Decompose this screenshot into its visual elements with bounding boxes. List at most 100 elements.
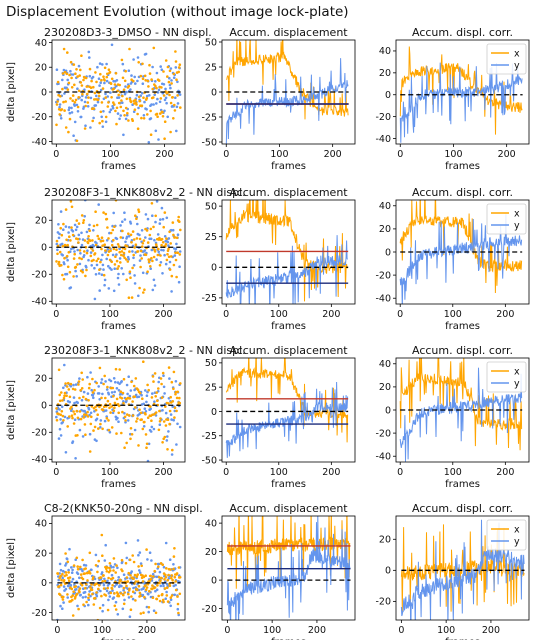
scatter-point-y [101,63,104,66]
scatter-point-y [123,218,127,221]
scatter-point-x [82,219,86,222]
scatter-point-x [118,83,121,87]
scatter-point-x [155,112,159,116]
scatter-point-y [128,394,132,398]
scatter-point-x [146,416,150,420]
axes-frame [51,199,186,305]
scatter-point-y [168,260,172,264]
scatter-point-y [74,457,77,460]
scatter-point-y [63,363,66,367]
scatter-point-x [116,267,119,270]
scatter-point-x [152,46,156,50]
scatter-point-x [84,104,87,108]
scatter-point-y [105,62,108,66]
scatter-point-y [174,96,177,99]
scatter-point-x [109,249,112,252]
scatter-point-y [111,106,115,110]
scatter-point-y [166,240,170,244]
scatter-point-y [155,258,158,261]
scatter-point-x [132,577,135,580]
scatter-point-x [152,575,155,578]
legend-box [486,203,527,235]
scatter-point-x [158,581,161,585]
scatter-point-x [168,409,172,413]
scatter-point-x [58,250,62,254]
scatter-point-y [144,236,147,239]
figure-title: Displacement Evolution (without image lo… [6,4,349,20]
scatter-point-y [97,392,101,395]
scatter-point-x [171,578,174,582]
scatter-point-y [105,239,109,242]
scatter-point-x [111,584,114,587]
scatter-point-x [120,250,124,253]
scatter-point-x [57,368,61,372]
scatter-point-x [80,214,84,217]
scatter-point-x [74,585,78,588]
scatter-point-y [165,590,168,594]
scatter-point-x [127,592,130,596]
x-axis-label: frames [445,479,480,490]
legend-box [486,519,527,551]
scatter-point-y [72,134,75,137]
scatter-point-x [91,391,95,394]
scatter-point-y [69,384,73,388]
scatter-point-y [130,570,133,573]
scatter-point-x [135,237,139,240]
scatter-point-y [175,242,178,246]
scatter-point-y [122,573,126,576]
scatter-point-y [176,607,180,611]
scatter-point-x [144,588,148,591]
scatter-point-x [103,374,106,378]
scatter-point-x [93,425,97,429]
scatter-point-y [105,589,109,593]
scatter-point-x [100,101,104,104]
x-tick-label: 0 [397,309,403,320]
scatter-point-x [157,79,161,82]
x-tick-label: 0 [54,625,60,636]
scatter-point-x [77,607,80,611]
scatter-point-y [147,592,150,596]
scatter-point-x [68,576,72,579]
scatter-point-x [69,382,73,386]
scatter-point-y [169,598,173,601]
scatter-point-y [170,453,174,456]
scatter-point-x [79,565,82,569]
scatter-point-y [177,280,181,284]
scatter-point-x [73,388,77,391]
scatter-point-x [130,241,133,244]
scatter-point-x [168,422,171,426]
subplot-title: Accum. displacement [229,344,348,357]
scatter-point-x [124,106,128,110]
scatter-point-x [112,409,116,413]
scatter-point-x [152,96,155,99]
scatter-point-y [172,563,175,566]
scatter-point-x [61,414,65,418]
scatter-point-y [88,56,91,59]
scatter-point-y [64,587,68,591]
scatter-point-y [103,419,107,423]
scatter-point-x [158,599,162,603]
scatter-point-y [74,269,77,273]
scatter-point-y [156,91,160,94]
scatter-point-x [103,579,107,583]
y-tick-label: 40 [379,46,391,57]
scatter-point-x [84,397,88,401]
scatter-point-x [142,611,145,614]
scatter-point-y [122,588,125,592]
scatter-point-y [73,401,76,405]
scatter-point-y [115,79,119,82]
scatter-point-x [107,576,110,580]
scatter-point-x [145,229,149,232]
x-tick-label: 200 [324,149,342,160]
scatter-point-x [77,89,81,93]
scatter-point-x [160,243,163,247]
scatter-point-x [114,367,118,371]
scatter-point-x [169,255,173,258]
scatter-point-y [86,375,89,379]
scatter-point-y [164,87,167,91]
scatter-point-y [161,272,164,275]
plot-area [399,46,523,143]
scatter-point-y [149,117,153,120]
scatter-point-y [57,578,60,582]
scatter-point-x [127,571,130,575]
